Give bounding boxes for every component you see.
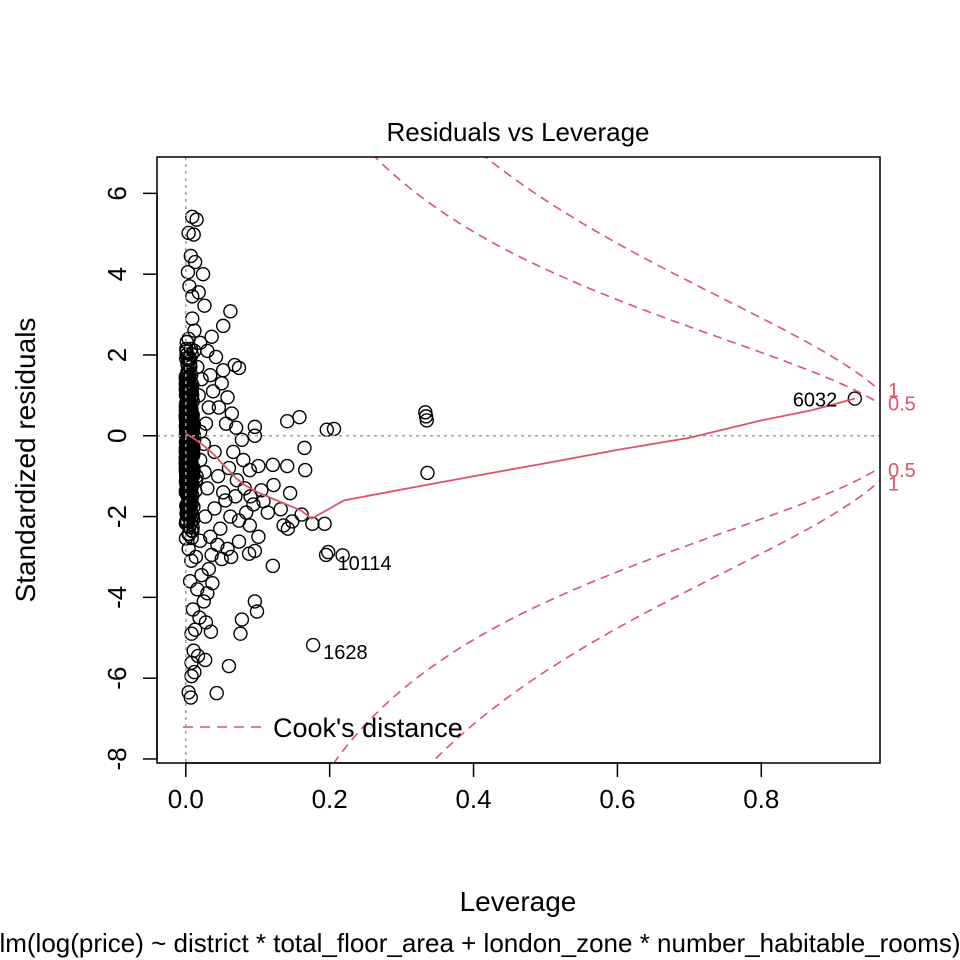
data-point (185, 627, 198, 640)
data-point (197, 268, 210, 281)
data-point (327, 422, 340, 435)
data-point (306, 517, 319, 530)
y-tick-label: 0 (102, 429, 132, 443)
data-point (222, 462, 235, 475)
y-axis-label: Standardized residuals (10, 318, 41, 603)
cooks-level-label-lower-1: 1 (888, 474, 899, 496)
data-point (224, 510, 237, 523)
data-point (848, 392, 861, 405)
data-point (266, 458, 279, 471)
axes-layer: 0.0 0.2 0.4 0.6 0.8 -8 -6 -4 -2 0 2 4 6 (102, 157, 880, 814)
data-point (188, 666, 201, 679)
data-point (215, 377, 228, 390)
data-point (307, 639, 320, 652)
data-point (207, 385, 220, 398)
data-point (318, 517, 331, 530)
data-point (222, 660, 235, 673)
data-point (206, 577, 219, 590)
y-tick-label: -8 (102, 747, 132, 770)
data-point (217, 486, 230, 499)
x-tick-label: 0.2 (312, 784, 348, 814)
data-point (225, 550, 238, 563)
y-tick-label: 6 (102, 186, 132, 200)
y-tick-label: 4 (102, 267, 132, 281)
data-point (248, 420, 261, 433)
data-point (190, 213, 203, 226)
data-point (185, 670, 198, 683)
data-point (233, 361, 246, 374)
x-axis-label: Leverage (460, 886, 577, 917)
data-point (230, 474, 243, 487)
data-point (284, 487, 297, 500)
y-tick-label: -4 (102, 586, 132, 609)
legend: Cook's distance (183, 713, 463, 743)
outlier-label-1628: 1628 (323, 642, 368, 664)
x-tick-label: 0.8 (743, 784, 779, 814)
data-point (235, 613, 248, 626)
data-point (198, 299, 211, 312)
data-point (204, 369, 217, 382)
data-point (261, 506, 274, 519)
data-point (281, 415, 294, 428)
data-point (224, 305, 237, 318)
data-point (421, 466, 434, 479)
data-point (277, 519, 290, 532)
cooks-distance-contour-upper-0 (193, 0, 880, 404)
data-point (225, 407, 238, 420)
annotations-layer: 0.50.5116032101141628 (323, 380, 916, 664)
data-point (201, 482, 214, 495)
data-point (243, 519, 256, 532)
data-point (281, 460, 294, 473)
data-point (252, 530, 265, 543)
x-tick-label: 0.6 (599, 784, 635, 814)
data-point (281, 522, 294, 535)
data-point (199, 510, 212, 523)
data-point (267, 479, 280, 492)
data-point (234, 627, 247, 640)
data-point (240, 506, 253, 519)
plot-frame (157, 157, 880, 763)
x-tick-label: 0.0 (168, 784, 204, 814)
data-point (299, 464, 312, 477)
smooth-line (186, 399, 855, 519)
cooks-level-label-upper-1: 1 (888, 380, 899, 402)
data-point (293, 411, 306, 424)
y-tick-label: 2 (102, 348, 132, 362)
data-point (209, 350, 222, 363)
data-point (298, 441, 311, 454)
data-point (181, 266, 194, 279)
data-point (252, 460, 265, 473)
data-point (286, 515, 299, 528)
data-point (210, 687, 223, 700)
data-point (266, 559, 279, 572)
outlier-label-10114: 10114 (337, 553, 391, 575)
points-layer (179, 210, 861, 704)
data-point (201, 344, 214, 357)
data-point (202, 401, 215, 414)
cooks-distance-contour-upper-1 (193, 0, 880, 391)
chart-title: Residuals vs Leverage (386, 117, 649, 147)
y-tick-label: -2 (102, 505, 132, 528)
legend-label-cooks-distance: Cook's distance (273, 713, 463, 743)
outlier-label-6032: 6032 (793, 390, 838, 412)
data-point (233, 535, 246, 548)
x-tick-label: 0.4 (455, 784, 491, 814)
data-point (199, 653, 212, 666)
data-point (217, 364, 230, 377)
data-point (217, 319, 230, 332)
data-point (186, 312, 199, 325)
data-point (186, 603, 199, 616)
data-point (186, 210, 199, 223)
data-point (189, 623, 202, 636)
data-point (243, 464, 256, 477)
data-point (322, 546, 335, 559)
model-formula-subtitle: lm(log(price) ~ district * total_floor_a… (0, 928, 960, 958)
y-tick-label: -6 (102, 667, 132, 690)
